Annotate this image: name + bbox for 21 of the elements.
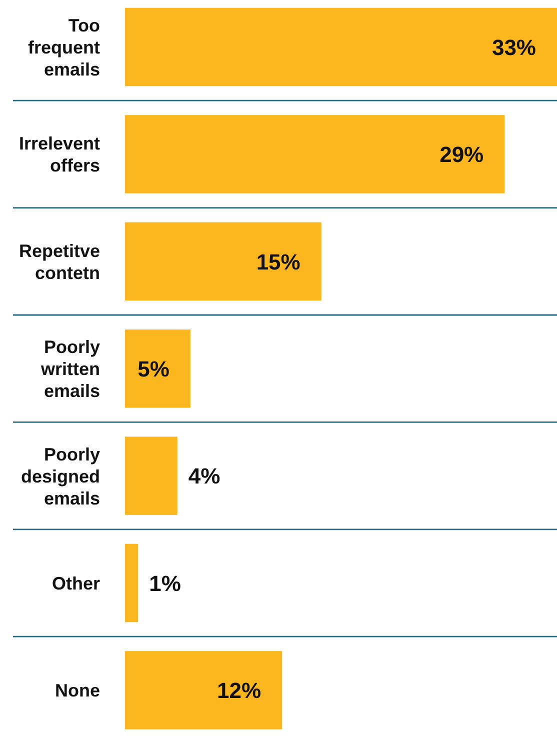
data-label: 4% — [188, 464, 220, 489]
bar — [125, 329, 190, 408]
bar — [125, 436, 178, 515]
bar — [125, 544, 138, 622]
data-label: 5% — [138, 356, 170, 382]
data-label: 15% — [256, 249, 300, 274]
y-tick-label: Poorly designed emails — [20, 444, 100, 508]
data-label: 29% — [440, 142, 484, 168]
bar — [125, 651, 282, 730]
data-label: 1% — [149, 570, 181, 596]
y-tick-label: Poorly written emails — [40, 337, 100, 402]
y-tick-label: Repetitve contetn — [18, 240, 100, 283]
data-label: 33% — [492, 34, 536, 60]
bar — [125, 115, 505, 194]
bar — [125, 222, 322, 301]
bar — [125, 8, 557, 86]
y-tick-label: None — [55, 680, 100, 701]
data-label: 12% — [217, 678, 262, 704]
y-tick-label: Too frequent emails — [28, 15, 100, 80]
y-tick-label: Other — [52, 573, 100, 594]
y-tick-label: Irrelevent offers — [18, 134, 100, 176]
